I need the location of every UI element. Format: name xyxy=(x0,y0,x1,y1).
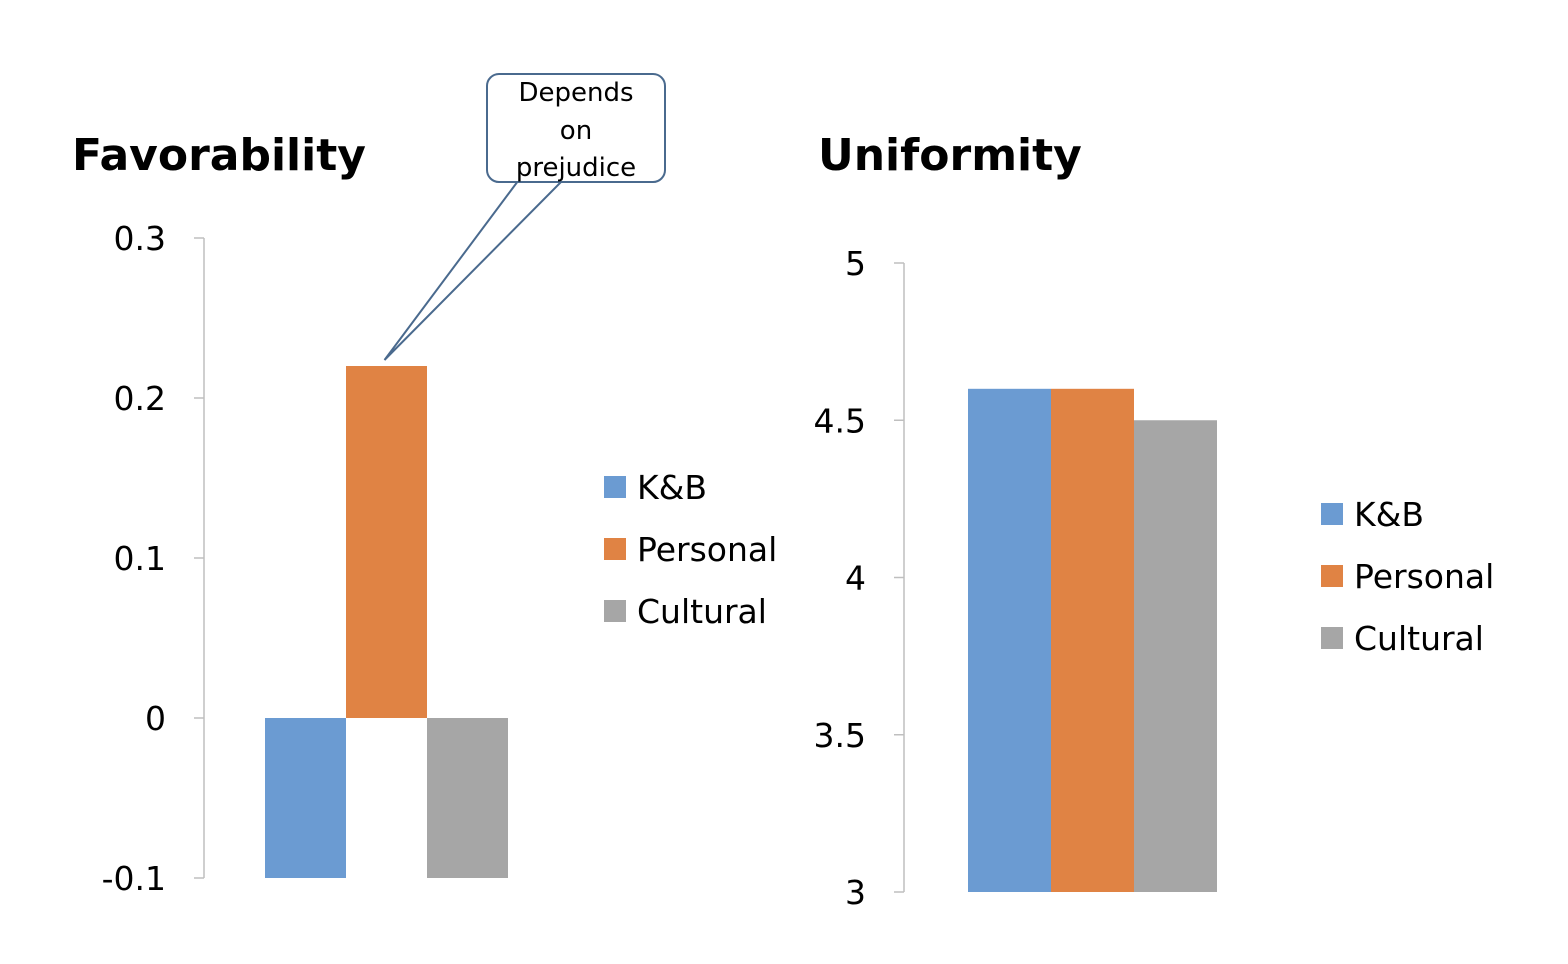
uniformity-legend: K&B Personal Cultural xyxy=(1321,495,1494,658)
legend-swatch xyxy=(604,538,626,560)
annotation-box xyxy=(486,73,666,183)
y-tick-label: 0.2 xyxy=(114,379,166,418)
annotation-callout: Depends on prejudice xyxy=(383,73,666,361)
legend-label: K&B xyxy=(1354,495,1424,534)
y-tick-label: 3 xyxy=(845,873,866,912)
legend-label: Personal xyxy=(637,530,777,569)
bar-cultural xyxy=(427,718,508,878)
legend-swatch xyxy=(1321,565,1343,587)
favorability-bars xyxy=(265,366,508,878)
bar-k-b xyxy=(968,388,1051,892)
annotation-pointer xyxy=(383,180,565,361)
favorability-chart: Favorability 0.3 0.2 0.1 0 -0.1 Depends on p… xyxy=(72,73,777,898)
y-tick-label: 0 xyxy=(145,699,166,738)
annotation-line-2: on xyxy=(560,116,592,146)
favorability-title: Favorability xyxy=(72,130,366,181)
y-tick-label: 5 xyxy=(845,244,866,283)
y-tick-label: -0.1 xyxy=(102,859,166,898)
bar-personal xyxy=(346,366,427,718)
legend-swatch xyxy=(604,600,626,622)
y-tick-label: 0.3 xyxy=(114,219,166,258)
uniformity-chart: Uniformity 5 4.5 4 3.5 3 K&B Personal Cultural xyxy=(814,130,1495,912)
uniformity-bars xyxy=(968,388,1217,892)
y-tick-label: 4 xyxy=(845,559,866,598)
favorability-legend: K&B Personal Cultural xyxy=(604,468,777,631)
legend-label: Cultural xyxy=(1354,619,1484,658)
favorability-y-axis: 0.3 0.2 0.1 0 -0.1 xyxy=(102,219,205,898)
legend-swatch xyxy=(1321,503,1343,525)
uniformity-y-axis: 5 4.5 4 3.5 3 xyxy=(814,244,905,912)
y-tick-label: 4.5 xyxy=(814,401,866,440)
bar-k-b xyxy=(265,718,346,878)
legend-label: K&B xyxy=(637,468,707,507)
legend-swatch xyxy=(604,476,626,498)
y-tick-label: 3.5 xyxy=(814,716,866,755)
legend-label: Cultural xyxy=(637,592,767,631)
legend-swatch xyxy=(1321,627,1343,649)
annotation-line-3: prejudice xyxy=(516,153,636,183)
bar-personal xyxy=(1051,388,1134,892)
annotation-line-1: Depends xyxy=(518,78,633,108)
legend-label: Personal xyxy=(1354,557,1494,596)
y-tick-label: 0.1 xyxy=(114,539,166,578)
bar-cultural xyxy=(1134,420,1217,892)
uniformity-title: Uniformity xyxy=(818,130,1082,181)
